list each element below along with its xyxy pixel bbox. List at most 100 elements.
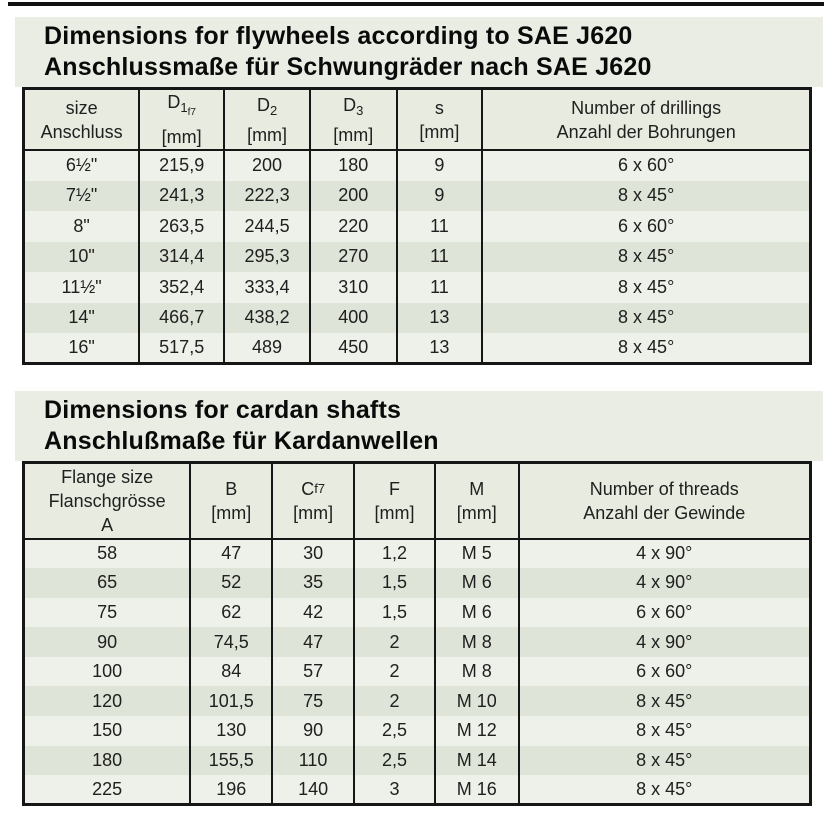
header-line: Flanschgrösse	[48, 490, 166, 511]
table-cell: 6 x 60°	[517, 656, 811, 687]
table-cell: 75	[271, 686, 355, 717]
table-cell: 75	[97, 601, 118, 622]
header-line: Anzahl der Bohrungen	[556, 121, 736, 142]
table-cell: 400	[308, 302, 397, 333]
header-line: M	[469, 478, 485, 499]
table-cell: 241,3	[138, 180, 225, 211]
table-cell: 6 x 60°	[517, 597, 811, 628]
top-divider	[8, 2, 824, 6]
header-line: D3	[343, 94, 364, 118]
header-line: Anzahl der Gewinde	[583, 502, 746, 523]
table-cell: 2,5	[353, 745, 436, 776]
header-line: s	[434, 97, 444, 118]
table-cell: 225	[92, 778, 123, 799]
header-line: [mm]	[374, 502, 415, 523]
table-cell: 8"	[73, 215, 90, 236]
column-header: M [mm]	[434, 462, 519, 540]
table-cell: 466,7	[138, 302, 225, 333]
table-row: 180 155,5 110 2,5 M 14 8 x 45°	[23, 745, 811, 776]
table-cell: 35	[271, 568, 355, 598]
table-cell: 2,5	[353, 716, 436, 746]
table-cell: M 5	[434, 538, 519, 569]
table-row: 10" 314,4 295,3 270 11 8 x 45°	[23, 241, 811, 272]
table-cell: 310	[308, 272, 397, 303]
table-cell: 244,5	[223, 211, 310, 242]
table-cell: 6 x 60°	[481, 150, 811, 181]
cardan-title-de: Anschlußmaße für Kardanwellen	[44, 427, 439, 455]
table-cell: 8 x 45°	[517, 775, 811, 805]
table-cell: 295,3	[223, 241, 310, 272]
flywheel-title-block: Dimensions for flywheels according to SA…	[15, 17, 823, 87]
table-cell: 16"	[68, 337, 95, 357]
table-cell: M 10	[434, 686, 519, 717]
table-cell: 30	[271, 538, 355, 569]
table-cell: 4 x 90°	[517, 627, 811, 657]
table-cell: 314,4	[138, 241, 225, 272]
table-row: 120 101,5 75 2 M 10 8 x 45°	[23, 686, 811, 717]
table-cell: 74,5	[189, 627, 273, 657]
table-cell: 8 x 45°	[481, 272, 811, 303]
table-cell: 42	[271, 597, 355, 628]
column-header: D1f7 [mm]	[138, 88, 225, 151]
table-cell: 10"	[68, 246, 95, 267]
table-cell: 150	[92, 720, 123, 741]
table-cell: 517,5	[138, 333, 225, 364]
table-cell: 90	[97, 631, 118, 652]
column-header: Number of threads Anzahl der Gewinde	[517, 462, 811, 540]
table-row: 11½" 352,4 333,4 310 11 8 x 45°	[23, 272, 811, 303]
table-cell: M 16	[434, 775, 519, 805]
table-cell: 11	[395, 241, 483, 272]
flywheel-section: Dimensions for flywheels according to SA…	[0, 17, 830, 365]
table-cell: 11	[395, 272, 483, 303]
column-header: Number of drillings Anzahl der Bohrungen	[481, 88, 811, 151]
table-cell: 120	[92, 690, 123, 711]
header-line: [mm]	[293, 502, 334, 523]
table-row: 14" 466,7 438,2 400 13 8 x 45°	[23, 302, 811, 333]
table-cell: M 8	[434, 656, 519, 687]
table-cell: 9	[395, 150, 483, 181]
table-cell: M 12	[434, 716, 519, 746]
flywheel-title-de: Anschlussmaße für Schwungräder nach SAE …	[44, 53, 652, 81]
header-line: A	[101, 514, 114, 535]
table-cell: 450	[308, 333, 397, 364]
column-header: D3 [mm]	[308, 88, 397, 151]
header-line: [mm]	[161, 127, 202, 147]
table-cell: 222,3	[223, 180, 310, 211]
header-line: [mm]	[333, 124, 374, 145]
table-cell: 101,5	[189, 686, 273, 717]
header-line: [mm]	[247, 124, 288, 145]
table-cell: 200	[308, 180, 397, 211]
table-cell: 438,2	[223, 302, 310, 333]
table-cell: 8 x 45°	[517, 745, 811, 776]
flywheel-table: size Anschluss D1f7 [mm] D2 [mm] D3 [mm] s [mm] Nu…	[22, 87, 812, 365]
table-cell: 100	[92, 661, 123, 682]
header-line: [mm]	[211, 502, 252, 523]
table-cell: 11	[395, 211, 483, 242]
flywheel-title-en: Dimensions for flywheels according to SA…	[44, 22, 633, 50]
table-row: 7½" 241,3 222,3 200 9 8 x 45°	[23, 180, 811, 211]
table-cell: 8 x 45°	[481, 333, 811, 364]
header-line: Number of drillings	[571, 97, 722, 118]
table-cell: 62	[189, 597, 273, 628]
table-cell: 130	[189, 716, 273, 746]
table-cell: 47	[189, 538, 273, 569]
table-cell: M 14	[434, 745, 519, 776]
table-cell: 9	[395, 180, 483, 211]
table-cell: 8 x 45°	[517, 686, 811, 717]
column-header: B [mm]	[189, 462, 273, 540]
table-cell: M 6	[434, 597, 519, 628]
header-line: [mm]	[419, 121, 460, 142]
table-cell: 65	[97, 572, 118, 593]
table-cell: 8 x 45°	[481, 180, 811, 211]
table-cell: M 6	[434, 568, 519, 598]
header-line: Number of threads	[589, 478, 739, 499]
table-row: 150 130 90 2,5 M 12 8 x 45°	[23, 716, 811, 746]
table-cell: M 8	[434, 627, 519, 657]
table-cell: 200	[223, 150, 310, 181]
header-line: size	[65, 97, 98, 118]
